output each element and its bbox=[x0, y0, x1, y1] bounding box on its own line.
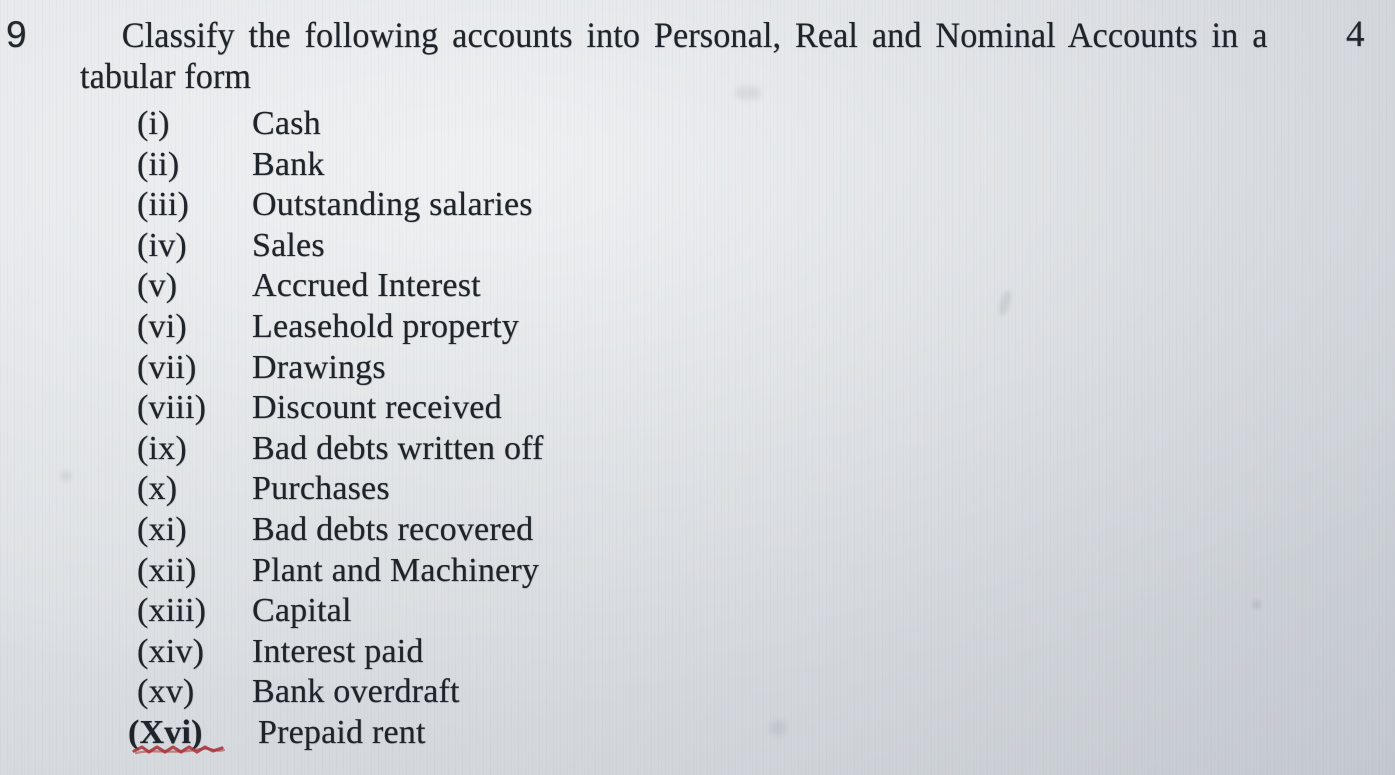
list-item-numeral: (i) bbox=[137, 105, 170, 142]
list-item-label: Bank bbox=[252, 145, 325, 183]
list-item-numeral: (ix) bbox=[137, 429, 187, 467]
list-item-label: Interest paid bbox=[252, 632, 424, 670]
list-item-11: (xi) Bad debts recovered bbox=[0, 510, 1395, 551]
list-item-numeral: (iv) bbox=[137, 226, 187, 264]
list-item-numeral: (xi) bbox=[137, 510, 187, 548]
list-item-1: (i) Cash bbox=[0, 104, 1395, 145]
list-item-numeral: (xiii) bbox=[137, 592, 207, 630]
list-item-label: Accrued Interest bbox=[252, 267, 481, 305]
question-number: 9 bbox=[6, 14, 27, 55]
list-item-numeral: (vii) bbox=[137, 348, 197, 386]
list-item-numeral: (xii) bbox=[137, 551, 197, 589]
list-item-numeral: (v) bbox=[137, 267, 178, 305]
list-item-15: (xv) Bank overdraft bbox=[0, 672, 1395, 713]
list-item-10: (x) Purchases bbox=[0, 469, 1395, 510]
question-prompt-line-1: Classify the following accounts into Per… bbox=[121, 15, 1268, 55]
list-item-9: (ix) Bad debts written off bbox=[0, 429, 1395, 470]
list-item-2: (ii) Bank bbox=[0, 145, 1395, 186]
list-item-label: Purchases bbox=[252, 470, 390, 508]
list-item-7: (vii) Drawings bbox=[0, 348, 1395, 389]
list-item-label: Leasehold property bbox=[252, 307, 520, 345]
list-item-label: Cash bbox=[252, 105, 321, 142]
list-item-numeral: (vi) bbox=[137, 307, 187, 345]
list-item-numeral: (Xvi) bbox=[128, 713, 203, 751]
list-item-label: Plant and Machinery bbox=[252, 551, 540, 589]
list-item-numeral: (xiv) bbox=[137, 632, 205, 670]
list-item-numeral: (xv) bbox=[137, 673, 195, 711]
question-prompt-line-2: tabular form bbox=[80, 56, 252, 96]
list-item-numeral: (ii) bbox=[137, 145, 180, 183]
list-item-label: Drawings bbox=[252, 348, 386, 386]
question-marks: 4 bbox=[1346, 14, 1365, 55]
account-items-list: (i) Cash (ii) Bank (iii) Outstanding sal… bbox=[0, 104, 1395, 755]
list-item-4: (iv) Sales bbox=[0, 226, 1395, 267]
list-item-label: Sales bbox=[252, 226, 325, 264]
list-item-6: (vi) Leasehold property bbox=[0, 307, 1395, 348]
list-item-label: Prepaid rent bbox=[258, 713, 426, 751]
list-item-3: (iii) Outstanding salaries bbox=[0, 185, 1395, 226]
list-item-label: Outstanding salaries bbox=[252, 186, 533, 224]
list-item-12: (xii) Plant and Machinery bbox=[0, 551, 1395, 592]
list-item-numeral: (iii) bbox=[137, 186, 189, 224]
list-item-label: Bad debts written off bbox=[252, 429, 544, 467]
list-item-label: Bad debts recovered bbox=[252, 510, 534, 548]
list-item-13: (xiii) Capital bbox=[0, 591, 1395, 632]
list-item-numeral: (x) bbox=[137, 470, 178, 508]
list-item-5: (v) Accrued Interest bbox=[0, 266, 1395, 307]
list-item-14: (xiv) Interest paid bbox=[0, 632, 1395, 673]
list-item-label: Capital bbox=[252, 592, 352, 630]
list-item-numeral: (viii) bbox=[137, 389, 207, 427]
question-prompt: Classify the following accounts into Per… bbox=[80, 14, 1268, 97]
list-item-8: (viii) Discount received bbox=[0, 388, 1395, 429]
list-item-16: (Xvi) Prepaid rent bbox=[0, 713, 1395, 755]
list-item-label: Discount received bbox=[252, 389, 502, 427]
list-item-label: Bank overdraft bbox=[252, 673, 460, 711]
